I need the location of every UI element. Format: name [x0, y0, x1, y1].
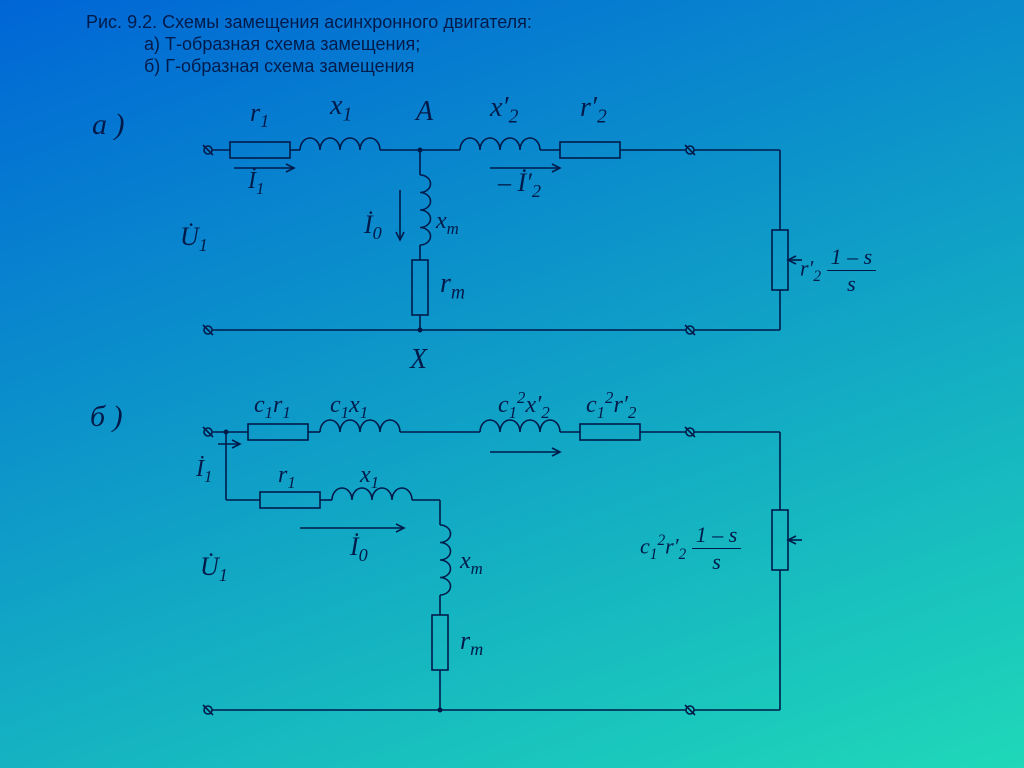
ckt-b-xm: xm [460, 548, 483, 579]
ckt-a-A: A [416, 96, 433, 128]
ckt-a-rheostat-label: r′2 1 – ss [800, 244, 876, 297]
ckt-a-I1: İ1 [248, 168, 264, 199]
ckt-a-X: X [410, 344, 427, 376]
ckt-b-c12r2: c12r′2 [586, 388, 636, 423]
ckt-a-rm: rm [440, 268, 465, 305]
ckt-a-xm: xm [436, 208, 459, 239]
ckt-a-U1: U̇1 [180, 222, 208, 256]
ckt-b-rm: rm [460, 626, 483, 660]
figure-title-line: а) Т-образная схема замещения; [144, 34, 420, 55]
ckt-a-r2: r′2 [580, 92, 607, 129]
panel-a-label: а ) [92, 108, 125, 142]
ckt-b-r1: r1 [278, 462, 296, 493]
ckt-b-I0: İ0 [350, 532, 368, 566]
ckt-b-U1: U̇1 [200, 552, 228, 586]
ckt-b-rheostat-label: c12r′2 1 – ss [640, 522, 741, 575]
ckt-a-x1: x1 [330, 90, 352, 127]
ckt-b-c1x1: c1x1 [330, 392, 368, 423]
figure-title-line: б) Г-образная схема замещения [144, 56, 414, 77]
ckt-a-r1: r1 [250, 98, 269, 132]
ckt-a-I0: İ0 [364, 210, 382, 244]
ckt-b-I1: İ1 [196, 456, 212, 487]
panel-b-label: б ) [90, 400, 123, 434]
ckt-b-x1: x1 [360, 462, 379, 493]
ckt-b-c1r1: c1r1 [254, 392, 291, 423]
ckt-a-I2: – İ′2 [498, 168, 541, 202]
figure-title-line: Рис. 9.2. Схемы замещения асинхронного д… [86, 12, 532, 33]
ckt-b-c12x2: c12x′2 [498, 388, 550, 423]
ckt-a-x2: x′2 [490, 92, 518, 129]
